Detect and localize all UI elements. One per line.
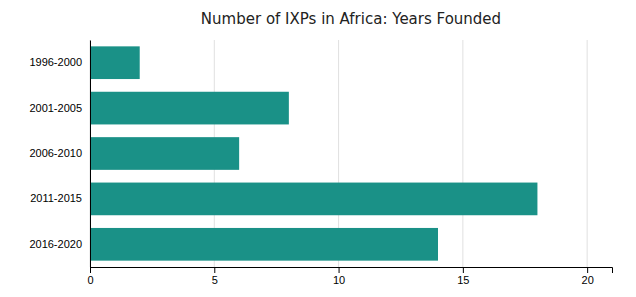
title: Number of IXPs in Africa: Years Founded	[201, 10, 501, 28]
tick: 15	[457, 267, 469, 286]
bar	[90, 46, 140, 79]
x-axis: 0 5 10 15 20	[87, 267, 612, 286]
tick: 2006-2010	[29, 147, 90, 159]
tick: 2016-2020	[29, 238, 90, 250]
tick-mark	[339, 267, 340, 273]
tick-label: 2001-2005	[29, 102, 82, 114]
axis-line	[91, 268, 613, 274]
tick-label: 2006-2010	[29, 147, 82, 159]
tick-label: 15	[457, 274, 469, 286]
tick-mark	[214, 267, 215, 273]
axis-line	[90, 41, 91, 268]
tick: 5	[212, 267, 218, 286]
y-axis: 1996-2000 2001-2005 2006-2010 2011-2015 2016…	[29, 41, 90, 268]
tick: 10	[333, 267, 345, 286]
tick-mark	[587, 267, 588, 273]
grid	[90, 40, 587, 267]
bar	[90, 92, 289, 125]
bar	[90, 137, 239, 170]
tick-label: 0	[87, 274, 93, 286]
tick-label: 1996-2000	[29, 56, 82, 68]
bar	[90, 183, 537, 216]
tick: 2001-2005	[29, 102, 90, 114]
tick: 1996-2000	[29, 56, 90, 68]
tick-label: 10	[333, 274, 345, 286]
tick-label: 5	[212, 274, 218, 286]
chart: 0 5 10 15 20 1996-2000 2001-2005 2006-2010 2011-…	[0, 0, 636, 297]
tick-label: 2016-2020	[29, 238, 82, 250]
grid-line	[462, 40, 463, 267]
bar	[90, 228, 438, 261]
tick-mark	[463, 267, 464, 273]
tick-label: 20	[582, 274, 594, 286]
plot: 0 5 10 15 20 1996-2000 2001-2005 2006-2010 2011-…	[29, 40, 612, 286]
bars	[90, 46, 537, 260]
tick: 0	[87, 267, 93, 286]
tick: 2011-2015	[30, 192, 90, 204]
tick-mark	[90, 267, 91, 273]
tick: 20	[582, 267, 594, 286]
tick-label: 2011-2015	[30, 192, 82, 204]
grid-line	[90, 40, 91, 267]
grid-line	[587, 40, 588, 267]
